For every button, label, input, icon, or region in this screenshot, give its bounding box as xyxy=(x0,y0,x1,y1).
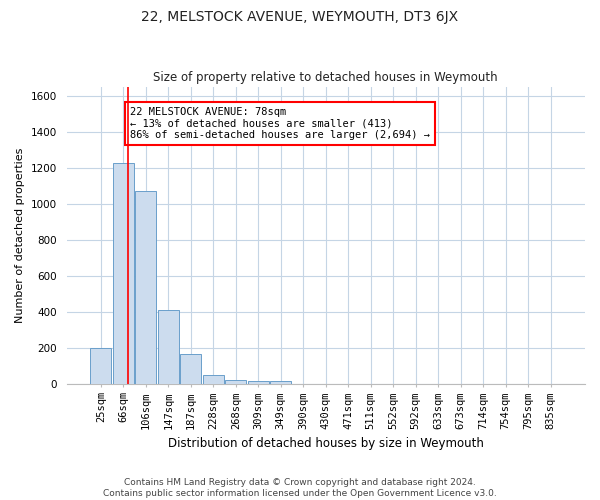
Bar xyxy=(248,381,269,384)
Text: 22 MELSTOCK AVENUE: 78sqm
← 13% of detached houses are smaller (413)
86% of semi: 22 MELSTOCK AVENUE: 78sqm ← 13% of detac… xyxy=(130,107,430,140)
X-axis label: Distribution of detached houses by size in Weymouth: Distribution of detached houses by size … xyxy=(168,437,484,450)
Y-axis label: Number of detached properties: Number of detached properties xyxy=(15,148,25,323)
Text: Contains HM Land Registry data © Crown copyright and database right 2024.
Contai: Contains HM Land Registry data © Crown c… xyxy=(103,478,497,498)
Bar xyxy=(203,376,224,384)
Bar xyxy=(113,162,134,384)
Title: Size of property relative to detached houses in Weymouth: Size of property relative to detached ho… xyxy=(154,72,498,85)
Bar xyxy=(90,348,112,384)
Bar xyxy=(270,381,292,384)
Text: 22, MELSTOCK AVENUE, WEYMOUTH, DT3 6JX: 22, MELSTOCK AVENUE, WEYMOUTH, DT3 6JX xyxy=(142,10,458,24)
Bar xyxy=(135,192,157,384)
Bar xyxy=(158,310,179,384)
Bar xyxy=(225,380,247,384)
Bar xyxy=(180,354,202,384)
